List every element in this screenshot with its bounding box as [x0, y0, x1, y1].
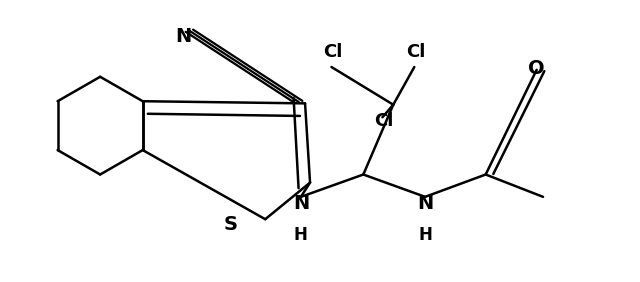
Text: O: O — [529, 59, 545, 78]
Text: H: H — [418, 226, 432, 244]
Text: N: N — [292, 194, 309, 213]
Text: H: H — [294, 226, 308, 244]
Text: Cl: Cl — [374, 113, 394, 131]
Text: N: N — [175, 27, 191, 46]
Text: S: S — [224, 215, 238, 234]
Text: Cl: Cl — [323, 43, 342, 61]
Text: Cl: Cl — [406, 43, 425, 61]
Text: N: N — [417, 194, 433, 213]
